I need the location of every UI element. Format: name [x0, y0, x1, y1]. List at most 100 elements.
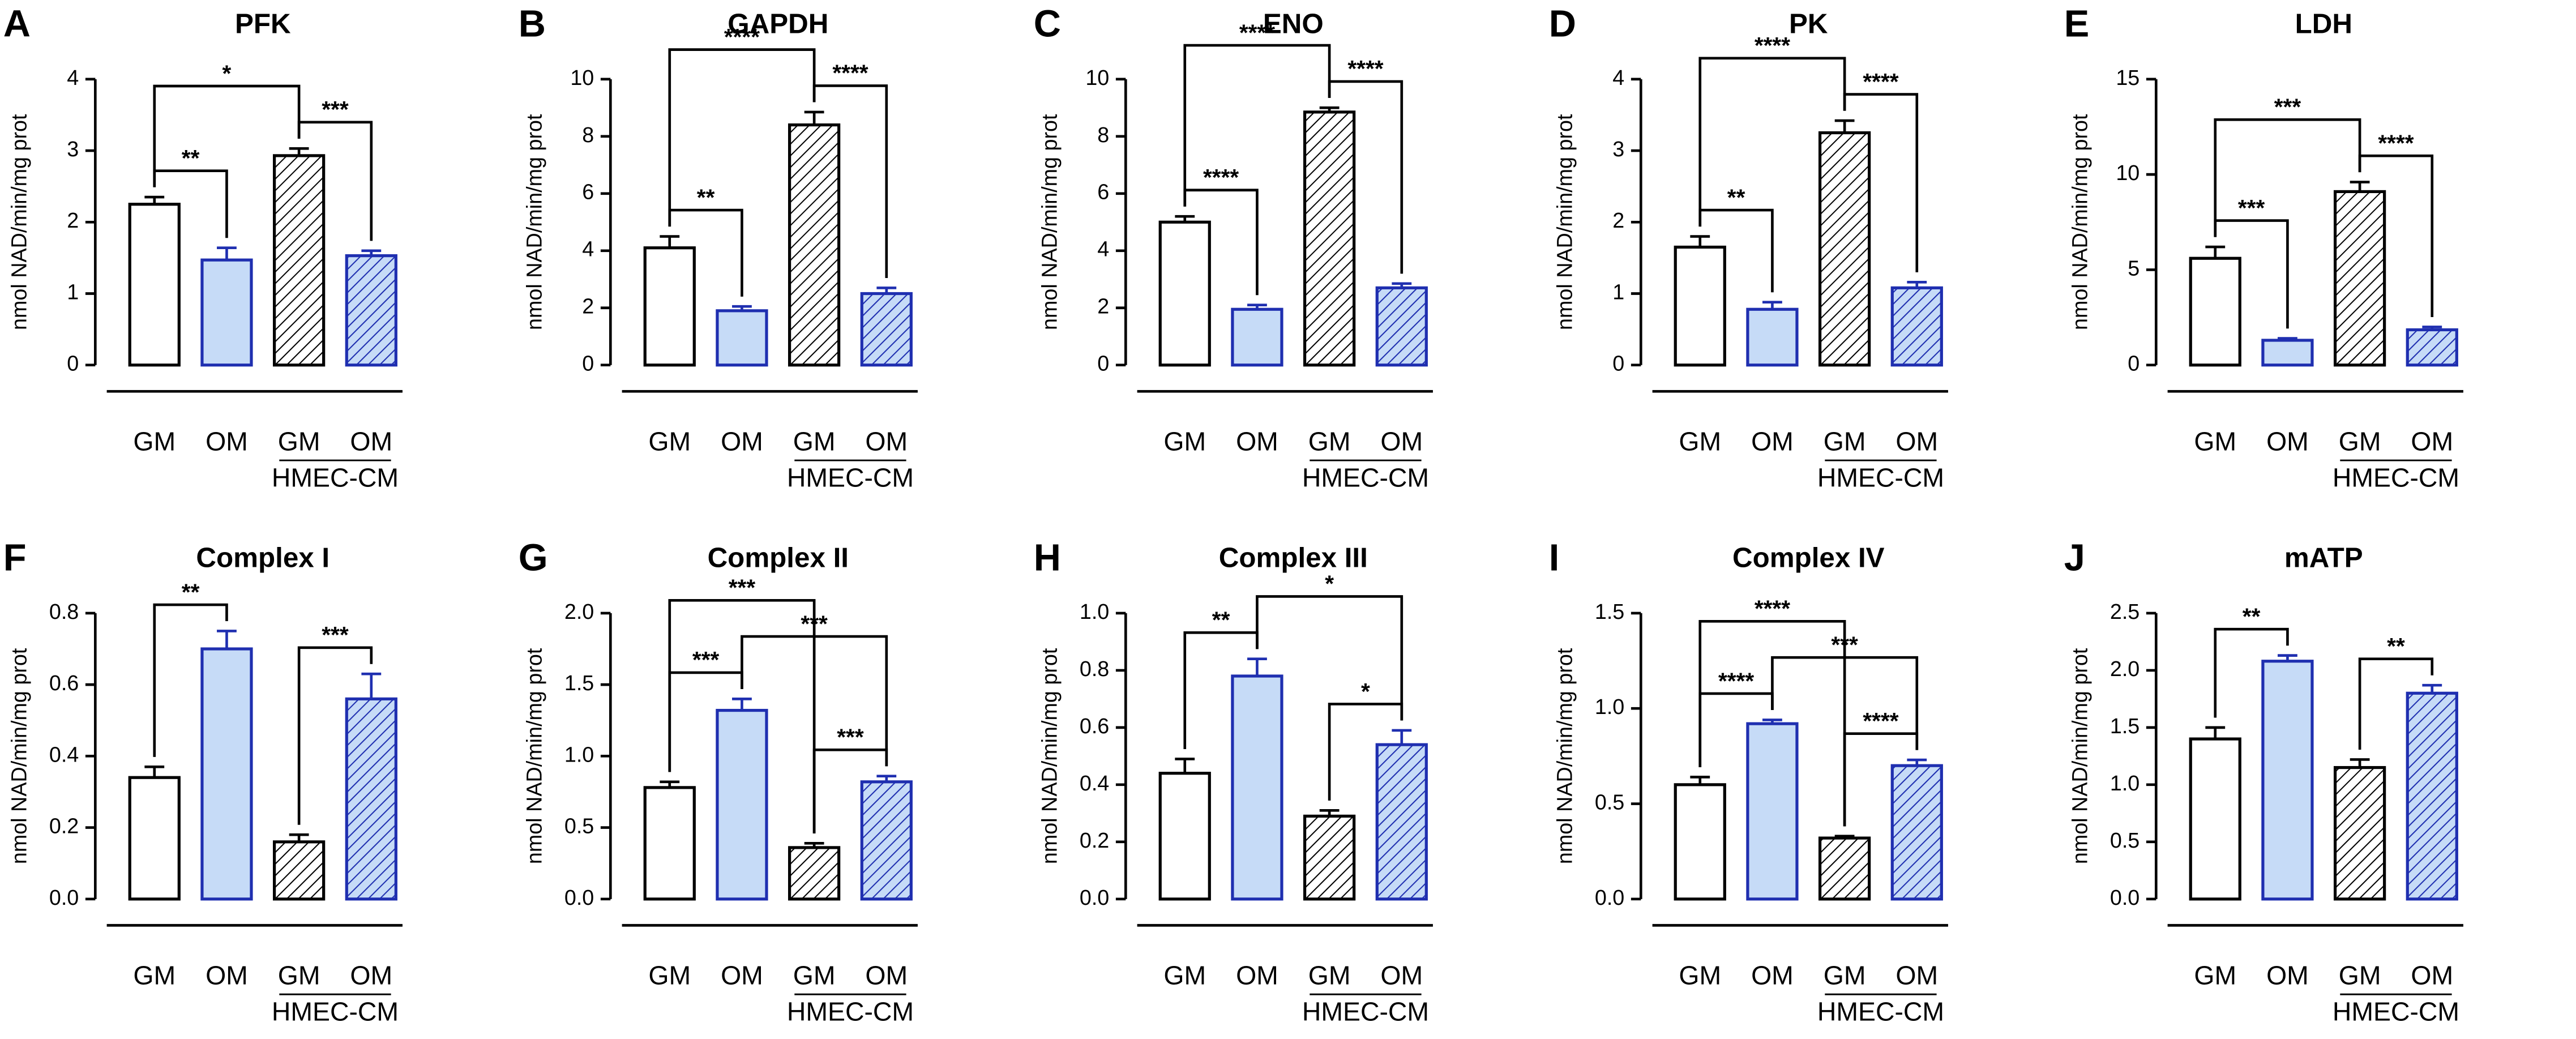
x-tick-label: GM [1308, 427, 1351, 456]
sig-bracket [1183, 44, 1331, 207]
x-tick-label: GM [648, 961, 691, 990]
x-tick-label: GM [648, 427, 691, 456]
x-tick-label: OM [1895, 961, 1938, 990]
y-tick-label: 1.0 [564, 742, 594, 766]
bar [788, 123, 841, 367]
y-tick-label: 6 [582, 180, 594, 204]
x-tick-label: GM [133, 961, 176, 990]
error-bar [2278, 337, 2297, 340]
bar [643, 786, 696, 901]
x-tick-label: OM [2411, 427, 2453, 456]
error-bar [2205, 726, 2226, 739]
x-tick-label: OM [721, 961, 763, 990]
error-bar [1175, 758, 1195, 773]
sig-bracket [153, 603, 228, 757]
group-label: HMEC-CM [1302, 463, 1429, 492]
x-tick-label: OM [350, 427, 392, 456]
panel-letter: C [1034, 3, 1061, 45]
sig-bracket [2214, 627, 2289, 718]
bar [860, 292, 913, 367]
error-bar [804, 842, 824, 848]
y-axis-label: nmol NAD/min/mg prot [522, 648, 546, 864]
bar [2189, 256, 2241, 367]
y-tick-label: 1 [1612, 280, 1624, 303]
y-tick-label: 10 [570, 66, 594, 89]
sig-label: **** [724, 24, 760, 50]
error-bar [361, 249, 382, 256]
y-tick-label: 2.0 [2110, 657, 2139, 681]
error-bar [732, 305, 752, 311]
sig-bracket [153, 84, 301, 187]
y-axis-label: nmol NAD/min/mg prot [1552, 648, 1576, 864]
chart-title: GAPDH [728, 8, 828, 40]
sig-label: ** [1727, 184, 1745, 210]
y-axis-label: nmol NAD/min/mg prot [1037, 648, 1061, 864]
sig-label: * [222, 60, 232, 86]
panel-letter: G [519, 537, 548, 579]
sig-label: **** [1239, 19, 1275, 45]
y-tick-label: 10 [1085, 66, 1109, 89]
panel: G Complex II nmol NAD/min/mg prot 0.0 0.5 1.0… [519, 537, 918, 1027]
bar [2333, 190, 2386, 367]
error-bar [1319, 809, 1340, 816]
y-tick-label: 4 [1097, 237, 1109, 261]
bar [1303, 110, 1356, 367]
x-tick-label: GM [278, 427, 320, 456]
sig-bracket [297, 646, 373, 825]
x-tick-label: GM [133, 427, 176, 456]
sig-label: *** [692, 647, 720, 673]
x-tick-label: OM [721, 427, 763, 456]
panel-letter: J [2064, 537, 2085, 579]
y-tick-label: 0.4 [1080, 771, 1109, 795]
y-tick-label: 0.0 [564, 886, 594, 909]
y-tick-label: 15 [2116, 66, 2139, 89]
sig-label: **** [832, 60, 868, 86]
panel-letter: A [3, 3, 31, 45]
error-bar [876, 287, 897, 294]
error-bar [2422, 326, 2442, 330]
error-bar [732, 698, 752, 711]
bar [2261, 339, 2314, 367]
y-tick-label: 4 [67, 66, 79, 89]
chart-title: mATP [2284, 542, 2363, 574]
x-tick-label: OM [1895, 427, 1938, 456]
error-bar [217, 630, 237, 649]
group-label: HMEC-CM [1817, 463, 1944, 492]
y-tick-label: 0.5 [1595, 790, 1624, 814]
error-bar [217, 246, 237, 260]
y-tick-label: 0.0 [1080, 886, 1109, 909]
y-tick-label: 0 [2128, 352, 2139, 375]
error-bar [2350, 181, 2370, 192]
error-bar [289, 147, 309, 156]
bar [1231, 307, 1283, 367]
sig-label: * [1325, 571, 1334, 597]
chart-title: Complex III [1219, 542, 1368, 574]
error-bar [1247, 657, 1267, 676]
panel: D PK nmol NAD/min/mg prot 0 1 2 3 4 GM OM GM OM HMEC… [1549, 3, 1948, 492]
y-tick-label: 2 [1612, 208, 1624, 232]
group-label: HMEC-CM [2333, 997, 2459, 1027]
y-tick-label: 10 [2116, 161, 2139, 185]
error-bar [361, 672, 382, 699]
sig-label: *** [837, 724, 864, 750]
x-tick-label: GM [793, 961, 836, 990]
error-bar [1690, 776, 1710, 785]
sig-label: *** [2274, 94, 2301, 120]
x-tick-label: GM [278, 961, 320, 990]
y-axis-label: nmol NAD/min/mg prot [1552, 114, 1576, 330]
error-bar [1175, 215, 1195, 223]
chart-title: ENO [1263, 8, 1324, 40]
bar [716, 708, 768, 901]
x-tick-label: OM [2411, 961, 2453, 990]
x-tick-label: GM [1824, 961, 1866, 990]
y-tick-label: 1.5 [564, 671, 594, 695]
bar [1818, 131, 1871, 367]
sig-label: ** [182, 579, 200, 605]
bar [1375, 286, 1428, 367]
y-tick-label: 4 [582, 237, 594, 261]
sig-label: * [1361, 678, 1370, 704]
panel-letter: B [519, 3, 546, 45]
x-tick-label: GM [1308, 961, 1351, 990]
y-tick-label: 6 [1097, 180, 1109, 204]
